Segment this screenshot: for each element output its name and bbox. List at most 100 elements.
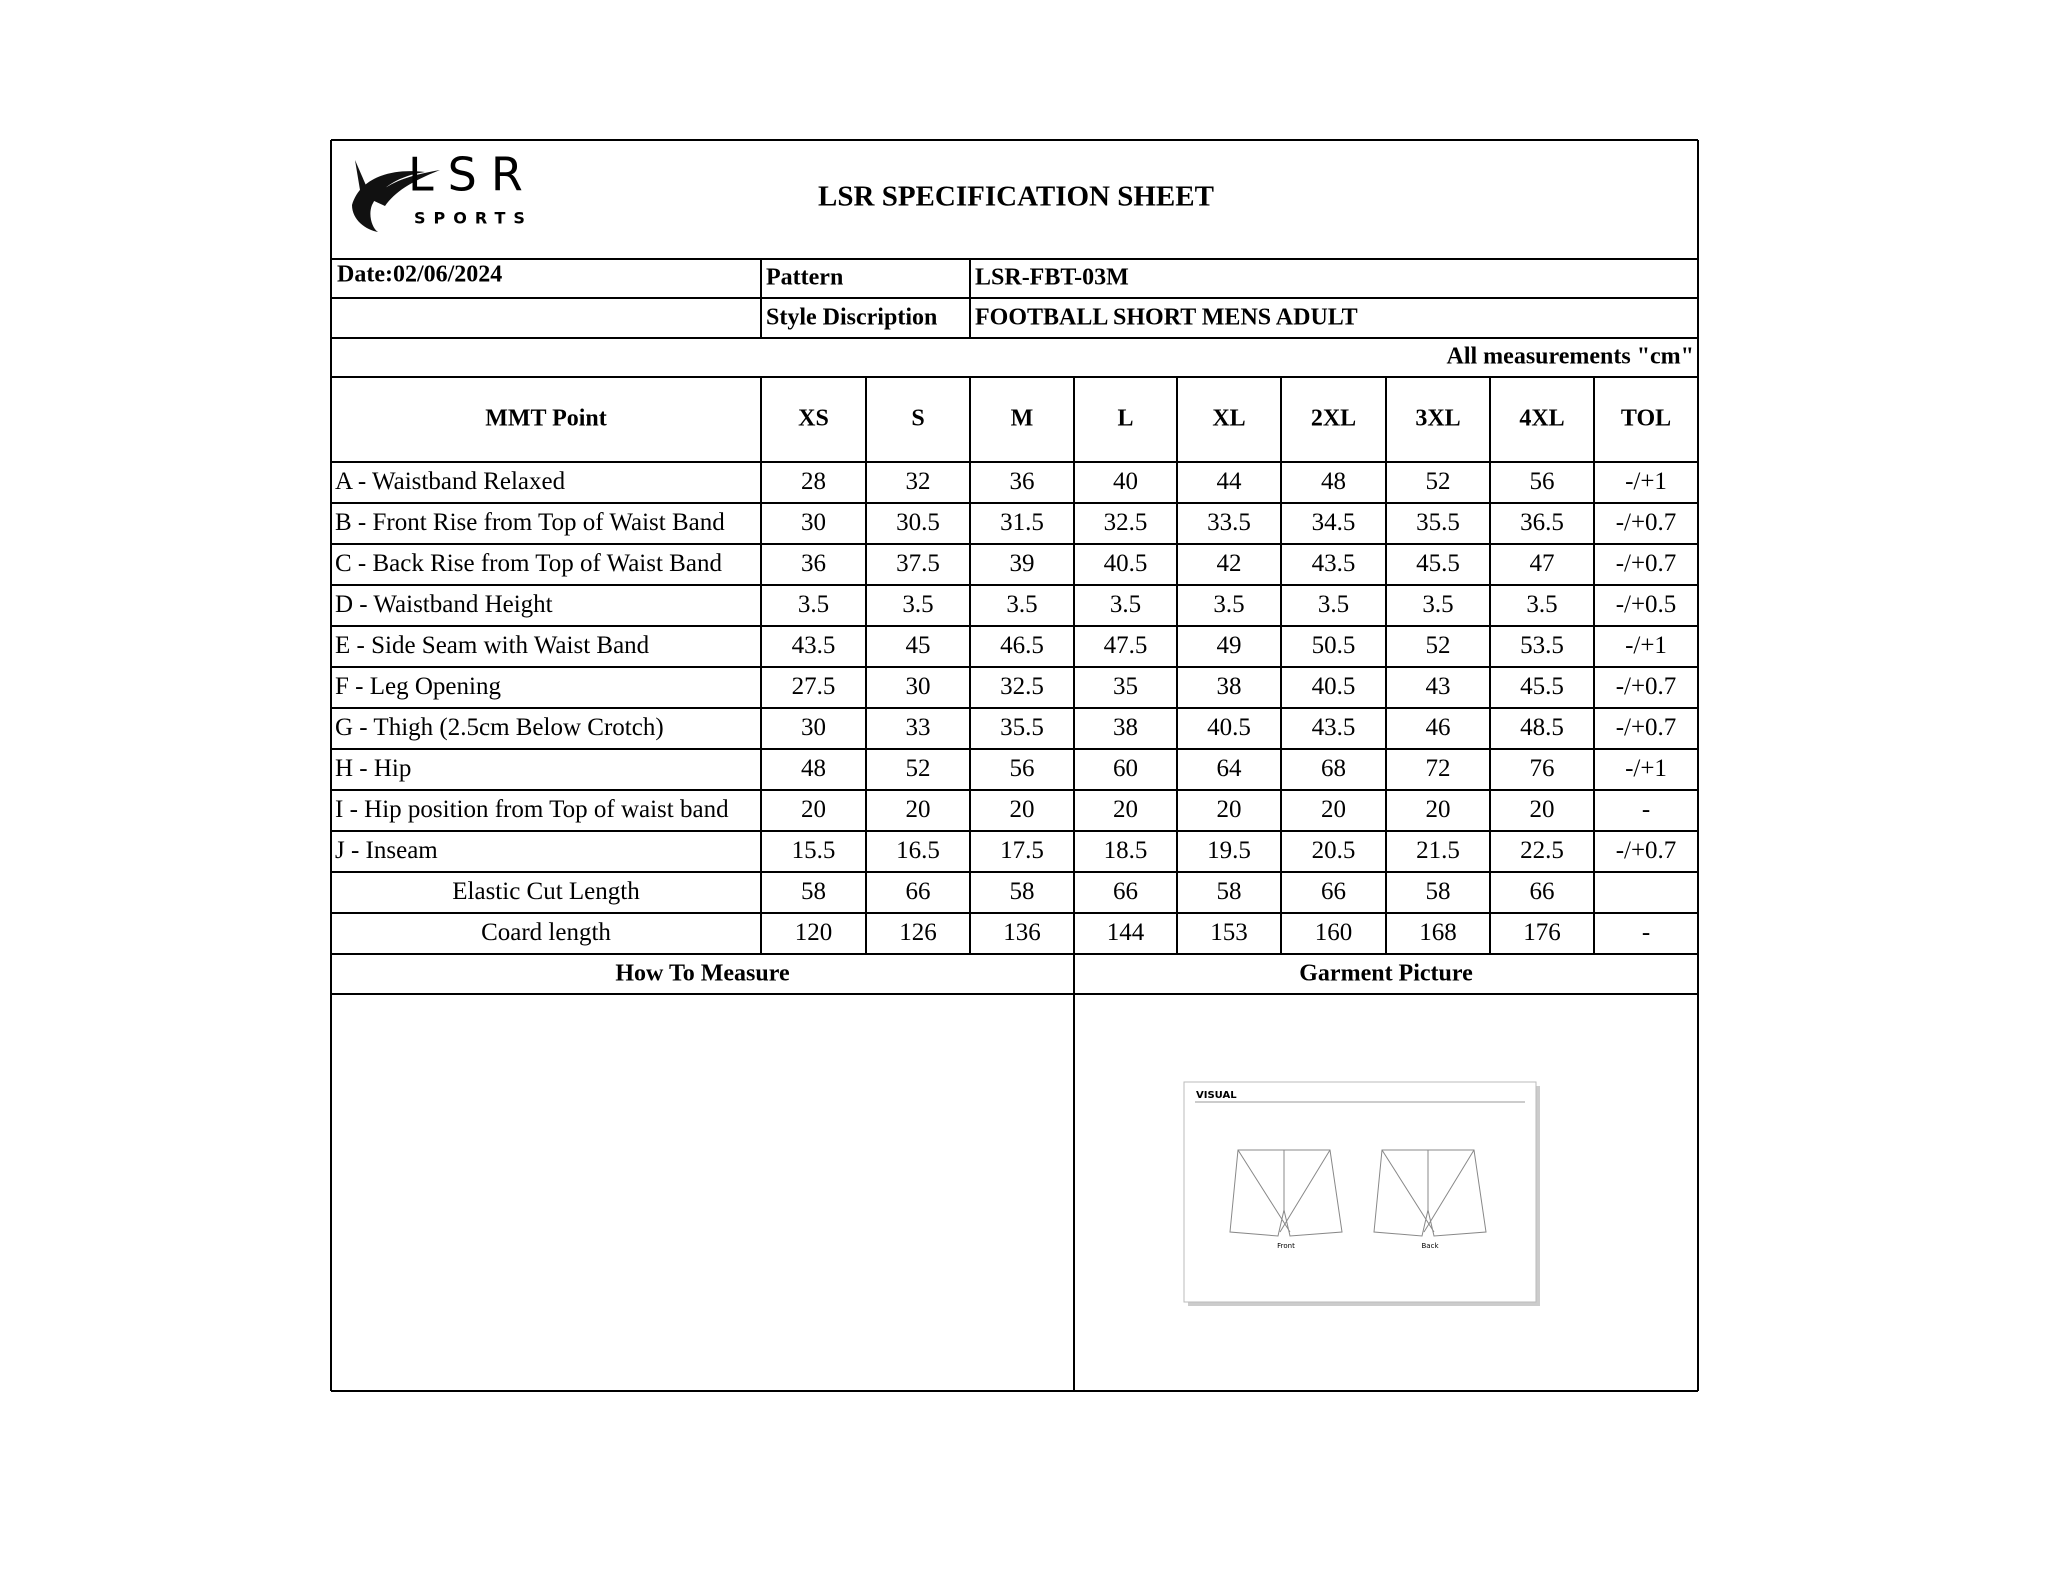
cell: 48 [801,755,826,782]
section-title: Garment Picture [1299,961,1473,987]
logo-mark [355,160,368,190]
logo: LSR SPORTS [352,148,525,232]
cell: 47 [1530,550,1555,577]
cell: I - Hip position from Top of waist band [335,796,729,823]
cell: 3.5 [1110,591,1141,618]
cell: 3.5 [1422,591,1453,618]
cell: 60 [1113,755,1138,782]
column-header: XS [798,406,829,432]
cell: 30.5 [896,509,940,536]
cell: 72 [1426,755,1451,782]
cell: 66 [906,878,931,905]
cell: C - Back Rise from Top of Waist Band [335,550,722,577]
cell: 56 [1530,468,1555,495]
cell: 43.5 [1312,714,1356,741]
cell: G - Thigh (2.5cm Below Crotch) [335,714,664,741]
cell: 28 [801,468,826,495]
cell: 40.5 [1104,550,1148,577]
cell: - [1642,796,1650,823]
cell: 40.5 [1207,714,1251,741]
cell: 36 [801,550,826,577]
cell: 20 [1217,796,1242,823]
cell: 35 [1113,673,1138,700]
pattern: LSR-FBT-03M [975,265,1129,291]
cell: 46 [1426,714,1451,741]
cell: 32.5 [1000,673,1044,700]
shorts-front [1229,1149,1343,1237]
cell: 43.5 [792,632,836,659]
cell: 20 [1010,796,1035,823]
cell: 40.5 [1312,673,1356,700]
cell: 176 [1523,919,1561,946]
cell: -/+0.5 [1616,591,1677,618]
style: FOOTBALL SHORT MENS ADULT [975,305,1358,331]
cell: 52 [906,755,931,782]
cell: 47.5 [1104,632,1148,659]
cell: -/+1 [1625,632,1667,659]
cell: 20 [1426,796,1451,823]
cell: 48.5 [1520,714,1564,741]
cell: 33 [906,714,931,741]
cell: -/+1 [1625,468,1667,495]
cell: 3.5 [798,591,829,618]
cell: 30 [801,714,826,741]
cell: 3.5 [1006,591,1037,618]
cell: 126 [899,919,937,946]
cell: 48 [1321,468,1346,495]
cell: 20 [1321,796,1346,823]
cell: 15.5 [792,837,836,864]
logo-mark [352,170,440,232]
cell: 42 [1217,550,1242,577]
cell: 44 [1217,468,1243,495]
cell: 45.5 [1520,673,1564,700]
cell: 21.5 [1416,837,1460,864]
cell: 45 [906,632,931,659]
cell: 66 [1530,878,1555,905]
cell: 136 [1003,919,1041,946]
cell: 36.5 [1520,509,1564,536]
cell: 35.5 [1000,714,1044,741]
cell: Coard length [481,919,611,946]
cell: 19.5 [1207,837,1251,864]
column-header: MMT Point [485,406,607,432]
cell: 56 [1010,755,1035,782]
cell: 20.5 [1312,837,1356,864]
cell: 168 [1419,919,1457,946]
cell: 3.5 [1526,591,1557,618]
cell: 20 [1530,796,1555,823]
cell: 52 [1426,632,1451,659]
cell: 3.5 [902,591,933,618]
cell: 20 [1113,796,1138,823]
cell: -/+1 [1625,755,1667,782]
cell: 49 [1217,632,1242,659]
cell: 52 [1426,468,1451,495]
cell: 20 [906,796,931,823]
cell: 30 [906,673,931,700]
cell: 34.5 [1312,509,1356,536]
cell: 153 [1210,919,1248,946]
cell: B - Front Rise from Top of Waist Band [335,509,725,536]
cell: -/+0.7 [1616,837,1677,864]
cell: F - Leg Opening [335,673,501,700]
cell: 20 [801,796,826,823]
cell: 3.5 [1213,591,1244,618]
cell: 33.5 [1207,509,1251,536]
cell: 58 [1426,878,1451,905]
cell: 32 [906,468,931,495]
cell: 39 [1010,550,1035,577]
cell: 30 [801,509,826,536]
cell: 16.5 [896,837,940,864]
cell: 53.5 [1520,632,1564,659]
cell: -/+0.7 [1616,714,1677,741]
cell: J - Inseam [335,837,438,864]
back-label: Back [1422,1242,1440,1250]
cell: -/+0.7 [1616,550,1677,577]
cell: Elastic Cut Length [452,878,640,905]
section-title: How To Measure [615,961,790,987]
cell: 37.5 [896,550,940,577]
cell: 160 [1315,919,1353,946]
cell: 64 [1217,755,1243,782]
title: LSR SPECIFICATION SHEET [818,181,1214,213]
garment-image: VISUAL Front Back [1183,1081,1540,1306]
